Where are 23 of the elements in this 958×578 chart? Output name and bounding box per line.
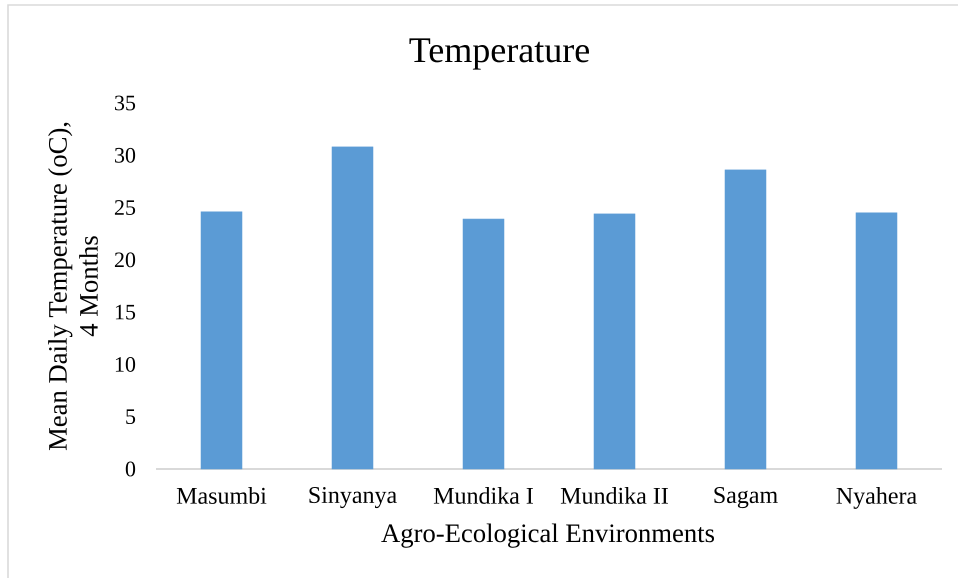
y-tick-label: 35 — [115, 96, 136, 110]
x-tick-label: Sagam — [714, 487, 778, 508]
y-tick-label: 30 — [115, 148, 136, 163]
bar — [462, 218, 504, 470]
bar — [594, 214, 636, 470]
y-axis-title: Mean Daily Temperature (oC), 4 Months — [48, 122, 98, 450]
y-tick-label: 0 — [126, 462, 136, 476]
x-tick-label: Masumbi — [176, 487, 266, 504]
bar — [724, 170, 766, 470]
y-tick-label: 15 — [116, 304, 136, 320]
bar — [856, 212, 898, 470]
x-tick-label: Mundika II — [560, 487, 668, 504]
y-tick-label: 25 — [114, 200, 136, 215]
x-tick-label: Mundika I — [434, 487, 533, 504]
y-tick-label: 10 — [116, 356, 136, 372]
y-tick-label: 20 — [114, 252, 136, 268]
bar — [200, 211, 242, 470]
x-tick-label: Nyahera — [836, 487, 917, 509]
y-tick-label: 5 — [126, 409, 136, 424]
x-axis-title: Agro-Ecological Environments — [381, 523, 714, 548]
bar — [332, 146, 374, 470]
chart-title: Temperature — [409, 38, 589, 70]
x-tick-label: Sinyanya — [309, 487, 397, 508]
